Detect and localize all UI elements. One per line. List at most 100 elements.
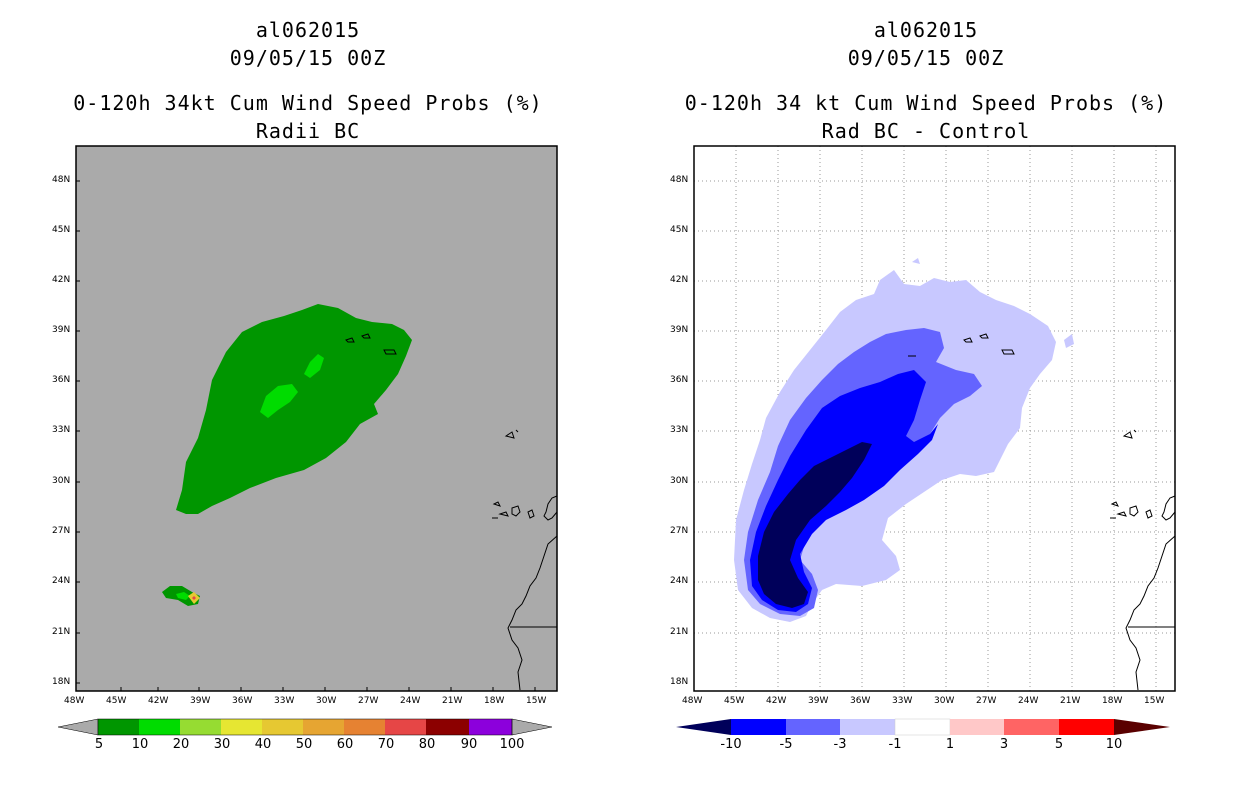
left-colorbar-swatch <box>98 719 139 735</box>
left-lon-label: 21W <box>442 696 463 706</box>
left-lat-label: 18N <box>52 677 71 687</box>
left-lon-label: 48W <box>64 696 85 706</box>
right-lon-label: 24W <box>1018 696 1039 706</box>
right-subtitle: Rad BC - Control <box>821 119 1031 143</box>
left-subtitle: Radii BC <box>255 119 361 143</box>
right-coastlines <box>908 333 1176 691</box>
right-colorbar <box>676 718 1170 736</box>
right-lon-label: 18W <box>1102 696 1123 706</box>
right-colorbar-label: -3 <box>833 737 847 752</box>
right-datetime: 09/05/15 00Z <box>847 46 1005 70</box>
left-colorbar-swatch <box>139 719 180 735</box>
right-map-frame <box>693 145 1176 692</box>
right-colorbar-swatch <box>731 719 786 735</box>
right-colorbar-label: 3 <box>999 737 1009 752</box>
left-colorbar-label: 100 <box>499 737 525 752</box>
right-product-title: 0-120h 34 kt Cum Wind Speed Probs (%) <box>684 91 1168 115</box>
left-colorbar-swatch <box>426 719 469 735</box>
right-lon-label: 27W <box>976 696 997 706</box>
left-colorbar-label: 90 <box>460 737 478 752</box>
left-lon-label: 36W <box>232 696 253 706</box>
left-lon-label: 24W <box>400 696 421 706</box>
left-lat-label: 36N <box>52 375 71 385</box>
right-diff-region-extreme <box>758 442 872 608</box>
right-lat-label: 30N <box>670 476 689 486</box>
right-lat-label: 39N <box>670 325 689 335</box>
right-lat-label: 45N <box>670 225 689 235</box>
left-lon-label: 33W <box>274 696 295 706</box>
right-lat-label: 24N <box>670 576 689 586</box>
right-lat-label: 42N <box>670 275 689 285</box>
left-prob-region-10a <box>260 384 298 418</box>
left-datetime: 09/05/15 00Z <box>229 46 387 70</box>
right-colorbar-label: -5 <box>779 737 793 752</box>
right-lon-label: 36W <box>850 696 871 706</box>
left-lon-label: 45W <box>106 696 127 706</box>
left-colorbar-label: 50 <box>295 737 313 752</box>
left-colorbar-swatch <box>303 719 344 735</box>
left-coastlines <box>345 333 558 691</box>
right-storm-id: al062015 <box>873 18 979 42</box>
left-ticks <box>76 180 536 691</box>
left-colorbar-swatch <box>221 719 262 735</box>
left-colorbar-high-arrow <box>511 718 553 736</box>
right-lon-label: 39W <box>808 696 829 706</box>
left-colorbar-label: 5 <box>94 737 104 752</box>
right-lat-label: 21N <box>670 627 689 637</box>
right-lat-label: 48N <box>670 175 689 185</box>
left-storm-id: al062015 <box>255 18 361 42</box>
left-prob-region-south-inner <box>176 592 190 600</box>
right-diff-patch <box>1064 334 1074 348</box>
right-colorbar-low-arrow <box>676 719 731 735</box>
right-colorbar-label: 10 <box>1105 737 1123 752</box>
left-lat-label: 24N <box>52 576 71 586</box>
left-map <box>75 145 558 692</box>
right-colorbar-label: 1 <box>945 737 955 752</box>
right-colorbar-label: 5 <box>1054 737 1064 752</box>
left-prob-region-5 <box>176 304 412 514</box>
left-prob-region-10b <box>304 354 324 378</box>
left-lat-label: 33N <box>52 425 71 435</box>
right-lon-label: 45W <box>724 696 745 706</box>
left-lat-label: 30N <box>52 476 71 486</box>
left-lon-label: 42W <box>148 696 169 706</box>
left-colorbar-label: 30 <box>213 737 231 752</box>
left-colorbar-label: 20 <box>172 737 190 752</box>
right-colorbar-swatch <box>1004 719 1059 735</box>
right-colorbar-swatch <box>1059 719 1114 735</box>
left-colorbar-label: 60 <box>336 737 354 752</box>
left-colorbar-swatch <box>180 719 221 735</box>
right-colorbar-swatch <box>840 719 895 735</box>
right-lat-label: 33N <box>670 425 689 435</box>
right-colorbar-swatch <box>786 719 840 735</box>
right-diff-patch <box>912 258 920 264</box>
left-lat-label: 39N <box>52 325 71 335</box>
left-lon-label: 27W <box>358 696 379 706</box>
right-diff-region-strong <box>750 370 938 612</box>
left-colorbar-label: 70 <box>377 737 395 752</box>
left-lon-label: 39W <box>190 696 211 706</box>
left-colorbar-frame <box>97 718 513 736</box>
left-lon-label: 15W <box>526 696 547 706</box>
left-colorbar-swatch <box>262 719 303 735</box>
left-colorbar-swatch <box>385 719 426 735</box>
right-colorbar-label: -1 <box>888 737 902 752</box>
left-colorbar-low-arrow <box>57 718 99 736</box>
left-lat-label: 45N <box>52 225 71 235</box>
right-lat-label: 36N <box>670 375 689 385</box>
right-lat-label: 18N <box>670 677 689 687</box>
left-colorbar <box>57 718 553 736</box>
left-colorbar-label: 80 <box>418 737 436 752</box>
left-lat-label: 27N <box>52 526 71 536</box>
left-prob-region-south-peak <box>192 596 196 600</box>
right-lon-label: 15W <box>1144 696 1165 706</box>
right-lat-label: 27N <box>670 526 689 536</box>
left-product-title: 0-120h 34kt Cum Wind Speed Probs (%) <box>73 91 543 115</box>
left-colorbar-swatch <box>469 719 512 735</box>
left-lon-label: 30W <box>316 696 337 706</box>
right-lon-label: 33W <box>892 696 913 706</box>
right-colorbar-label: -10 <box>720 737 742 752</box>
right-lon-label: 48W <box>682 696 703 706</box>
right-colorbar-swatch <box>894 718 951 736</box>
